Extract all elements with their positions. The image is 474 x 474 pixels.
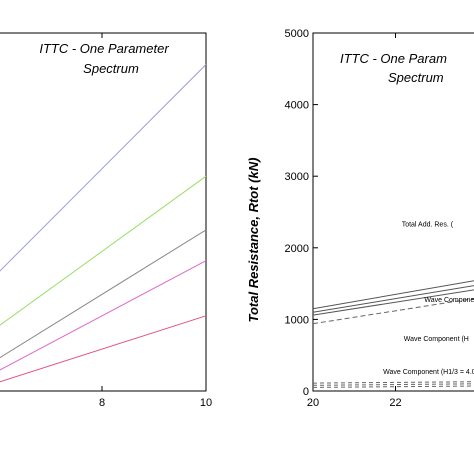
series-annotation: Wave Compone	[424, 297, 474, 304]
right-x-ticks: 20 22	[307, 33, 402, 409]
series-annotation: Wave Component (H	[404, 336, 469, 343]
series-line-1	[312, 280, 474, 310]
y-tick-label: 5000	[285, 28, 309, 40]
right-y-axis-label: Total Resistance, Rtot (kN)	[246, 158, 261, 323]
series-line-5	[312, 381, 474, 384]
x-tick-label: 10	[200, 397, 212, 409]
left-chart-panel: 8 10 ITTC - One Parameter Spectrum	[0, 32, 212, 409]
series-line-3	[312, 289, 474, 316]
series-line-2	[312, 285, 474, 313]
series-line-3	[0, 229, 207, 359]
y-tick-label: 1000	[285, 314, 309, 326]
right-series-group	[312, 280, 474, 388]
series-line-2	[0, 175, 207, 326]
x-tick-label: 8	[99, 397, 105, 409]
right-y-ticks: 0 1000 2000 3000 4000 5000	[285, 28, 318, 398]
right-annotation-line2: Spectrum	[388, 70, 444, 85]
y-tick-label: 0	[303, 386, 309, 398]
series-line-7	[312, 385, 474, 388]
y-tick-label: 3000	[285, 171, 309, 183]
series-line-1	[0, 64, 207, 272]
x-tick-label: 22	[389, 397, 401, 409]
right-annotation-line1: ITTC - One Param	[340, 51, 447, 66]
series-line-4	[312, 298, 474, 325]
y-tick-label: 4000	[285, 100, 309, 112]
series-line-5	[0, 315, 207, 383]
series-line-6	[312, 383, 474, 386]
x-tick-label: 20	[307, 397, 319, 409]
series-annotation: Wave Component (H1/3 = 4.0	[383, 369, 474, 376]
left-series-group	[0, 64, 207, 383]
y-tick-label: 2000	[285, 243, 309, 255]
left-plot-frame	[0, 32, 207, 392]
series-line-4	[0, 260, 207, 371]
right-annotations: Total Add. Res. ( Wave Compone Wave Compon…	[383, 221, 474, 375]
left-annotation-line2: Spectrum	[83, 61, 139, 76]
left-x-ticks: 8 10	[99, 33, 212, 409]
series-annotation: Total Add. Res. (	[402, 221, 454, 228]
left-annotation-line1: ITTC - One Parameter	[39, 41, 169, 56]
